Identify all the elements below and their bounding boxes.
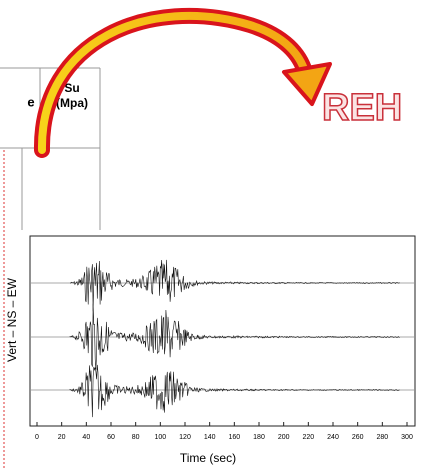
arrow-body (33, 7, 313, 158)
arrow-head (282, 62, 332, 106)
x-tick-label: 260 (352, 434, 364, 441)
curved-arrow (33, 7, 332, 158)
x-tick-label: 40 (82, 434, 90, 441)
x-tick-label: 180 (253, 434, 265, 441)
table-header: Su (64, 81, 79, 95)
table-header: (Mpa) (56, 96, 88, 110)
arrow-body-inner (37, 11, 309, 154)
x-tick-label: 200 (278, 434, 290, 441)
table-fragment: e Su (Mpa) (0, 67, 101, 470)
table-header: e (27, 94, 34, 109)
x-tick-label: 280 (376, 434, 388, 441)
waveform (69, 364, 400, 418)
x-tick-label: 240 (327, 434, 339, 441)
x-axis-label: Time (sec) (180, 451, 236, 465)
heading-fragment: REH (322, 87, 402, 129)
x-tick-label: 80 (132, 434, 140, 441)
x-tick-label: 120 (179, 434, 191, 441)
y-axis-label: Vert – NS – EW (5, 277, 19, 362)
waveform (69, 303, 400, 370)
x-tick-label: 20 (58, 434, 66, 441)
x-tick-label: 220 (302, 434, 314, 441)
x-tick-label: 140 (204, 434, 216, 441)
x-tick-label: 100 (154, 434, 166, 441)
x-tick-label: 60 (107, 434, 115, 441)
plot-frame (29, 235, 416, 427)
x-tick-label: 160 (228, 434, 240, 441)
x-tick-label: 300 (401, 434, 413, 441)
waveform (69, 259, 400, 312)
x-tick-label: 0 (35, 434, 39, 441)
seismogram-chart: Time (sec) Vert – NS – EW 0 20 40 60 80 100 12… (5, 235, 416, 465)
